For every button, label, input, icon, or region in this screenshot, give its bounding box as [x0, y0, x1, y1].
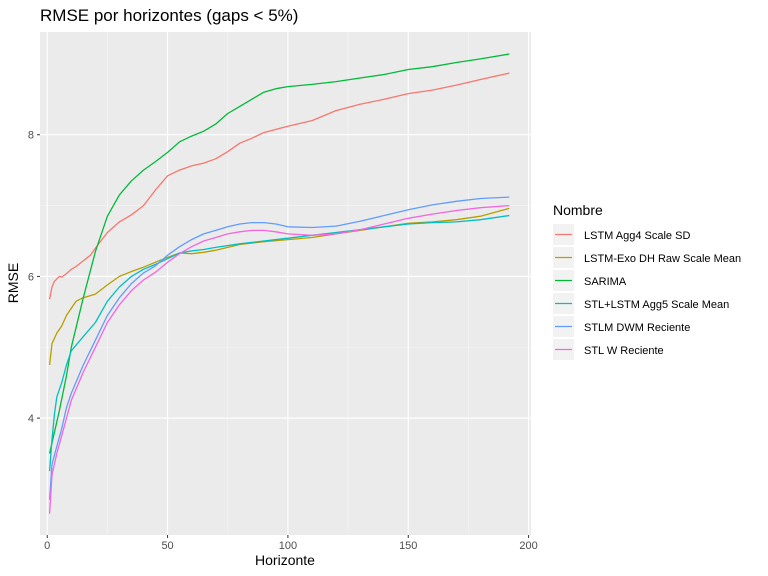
legend-label: STL+LSTM Agg5 Scale Mean: [584, 299, 729, 311]
y-axis: 4 6 8: [28, 130, 40, 425]
series-lines: [48, 53, 510, 514]
y-tick-label: 8: [28, 130, 34, 142]
x-tick-label: 0: [44, 540, 50, 552]
y-tick-label: 4: [28, 413, 34, 425]
x-tick-label: 50: [161, 540, 173, 552]
series-line-5: [48, 196, 510, 500]
chart-title: RMSE por horizontes (gaps < 5%): [40, 6, 298, 25]
x-tick-label: 100: [279, 540, 297, 552]
legend-title: Nombre: [553, 202, 603, 218]
legend: LSTM Agg4 Scale SD LSTM-Exo DH Raw Scale …: [553, 224, 741, 360]
x-tick-label: 200: [519, 540, 537, 552]
x-tick-label: 150: [399, 540, 417, 552]
y-axis-title: RMSE: [5, 263, 21, 303]
legend-label: STLM DWM Reciente: [584, 322, 690, 334]
series-line-6: [48, 204, 510, 514]
series-line-1: [48, 72, 510, 300]
legend-label: STL W Reciente: [584, 345, 664, 357]
series-line-3: [48, 53, 510, 454]
grid-lines: [40, 32, 531, 535]
y-tick-label: 6: [28, 271, 34, 283]
legend-label: LSTM-Exo DH Raw Scale Mean: [584, 253, 741, 265]
legend-label: SARIMA: [584, 276, 627, 288]
plot-panel: [40, 32, 531, 535]
x-axis: 0 50 100 150 200: [44, 535, 538, 552]
x-axis-title: Horizonte: [255, 552, 315, 568]
legend-label: LSTM Agg4 Scale SD: [584, 230, 690, 242]
